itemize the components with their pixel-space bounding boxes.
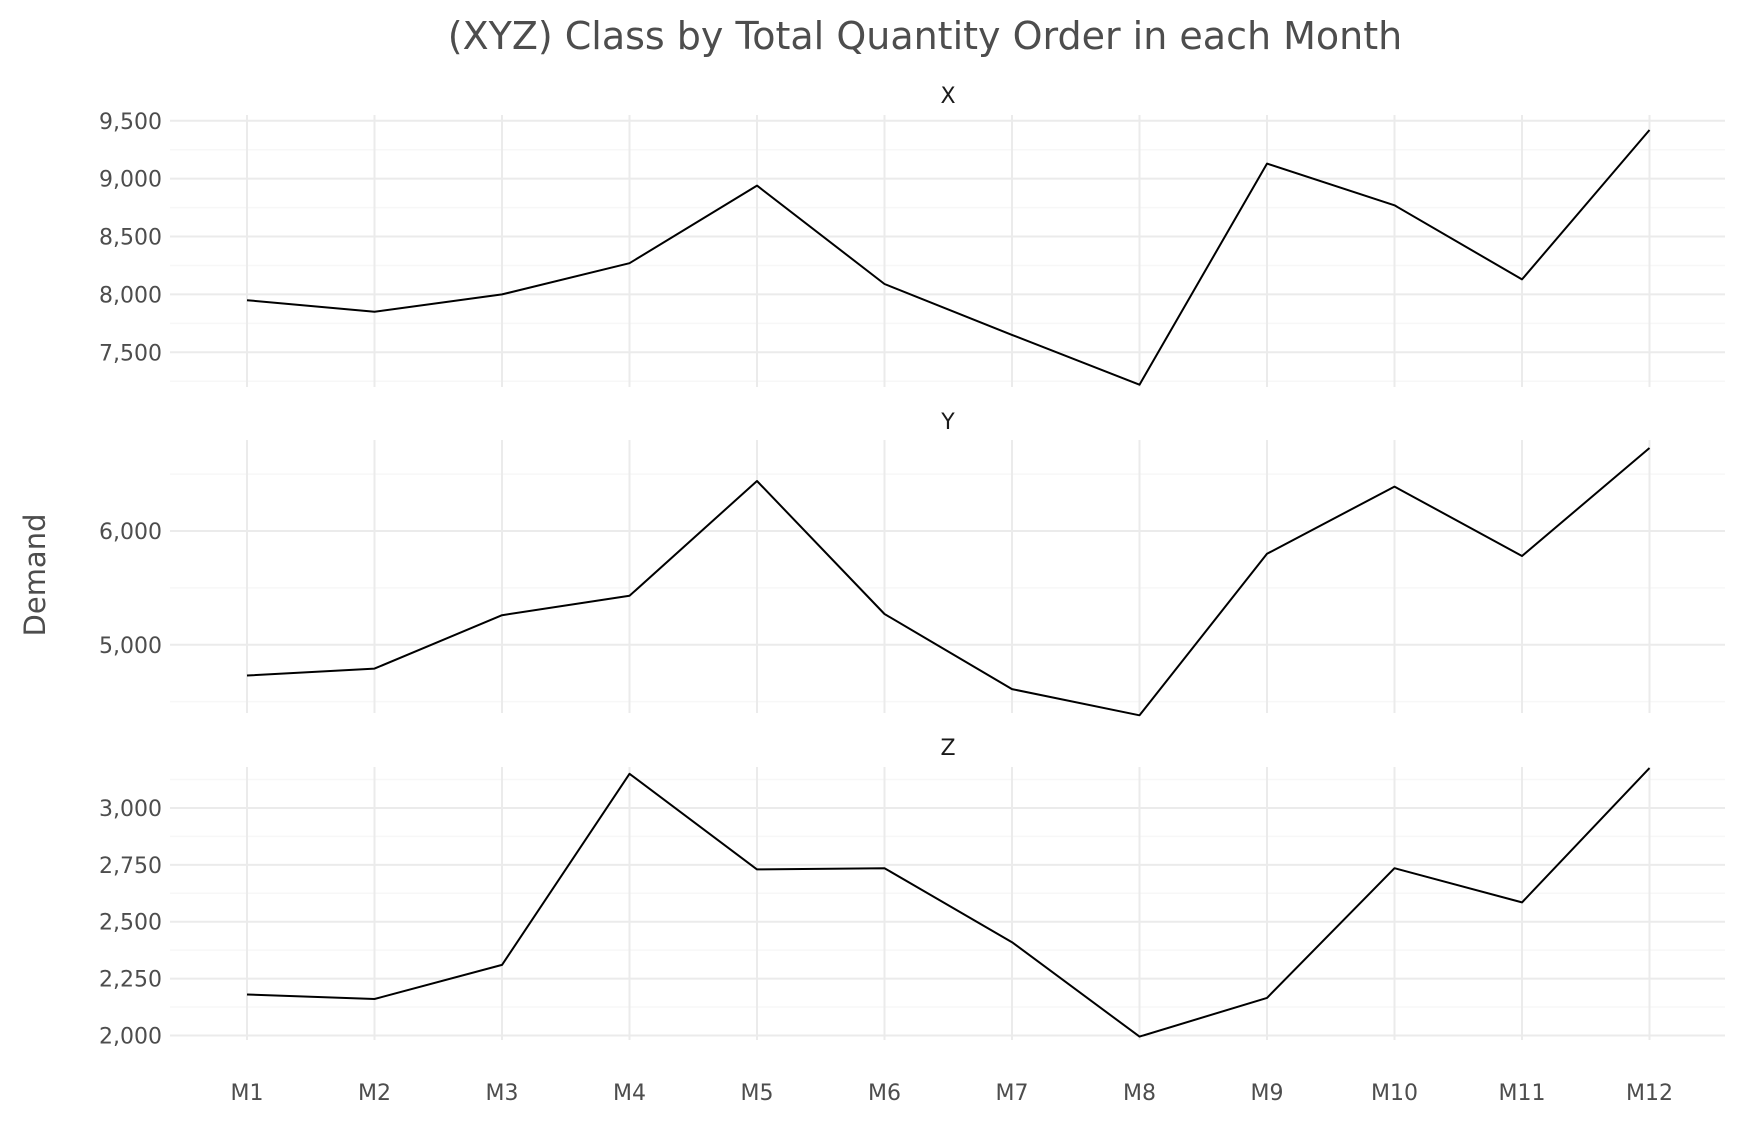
data-point	[1393, 203, 1397, 207]
x-axis: M1 M2 M3 M4 M5 M6 M7 M8 M9 M10 M11 M12	[231, 1081, 1673, 1106]
data-point	[373, 310, 377, 314]
y-axis-label: Demand	[18, 514, 52, 637]
y-tick-label: 2,750	[99, 854, 162, 879]
x-tick-label: M6	[868, 1081, 901, 1106]
x-tick-label: M1	[231, 1081, 264, 1106]
x-tick-label: M11	[1499, 1081, 1546, 1106]
y-tick-label: 9,500	[99, 110, 162, 135]
y-tick-label: 8,000	[99, 283, 162, 308]
data-point	[1393, 866, 1397, 870]
y-tick-label: 2,500	[99, 911, 162, 936]
facet-label: Y	[940, 410, 955, 435]
x-tick-label: M9	[1251, 1081, 1284, 1106]
x-tick-label: M12	[1626, 1081, 1673, 1106]
data-point	[500, 963, 504, 967]
data-point	[1010, 333, 1014, 337]
data-point	[1648, 128, 1652, 132]
data-point	[1138, 383, 1142, 387]
chart-title: (XYZ) Class by Total Quantity Order in e…	[448, 14, 1402, 58]
panel-x: X 7,500 8,000 8,500 9,000 9,500	[99, 84, 1725, 387]
data-point	[755, 867, 759, 871]
y-tick-label: 5,000	[99, 634, 162, 659]
data-point	[628, 594, 632, 598]
data-point	[1265, 552, 1269, 556]
facet-label: X	[940, 84, 955, 109]
data-point	[755, 479, 759, 483]
x-tick-label: M3	[486, 1081, 519, 1106]
data-point	[1520, 277, 1524, 281]
facet-label: Z	[940, 736, 955, 761]
data-point	[1138, 1035, 1142, 1039]
data-point	[1648, 446, 1652, 450]
y-tick-label: 3,000	[99, 797, 162, 822]
data-point	[883, 282, 887, 286]
x-tick-label: M8	[1123, 1081, 1156, 1106]
data-point	[1010, 940, 1014, 944]
y-tick-label: 2,250	[99, 968, 162, 993]
data-point	[1265, 996, 1269, 1000]
series-line-z	[246, 767, 1651, 1038]
data-point	[245, 993, 249, 997]
y-tick-label: 7,500	[99, 341, 162, 366]
data-point	[1265, 162, 1269, 166]
data-point	[1138, 713, 1142, 717]
data-point	[245, 298, 249, 302]
data-point	[1648, 766, 1652, 770]
x-tick-label: M7	[996, 1081, 1029, 1106]
data-point	[500, 613, 504, 617]
panel-z: Z 2,000 2,250 2,500 2,750 3,000	[99, 736, 1725, 1049]
x-tick-label: M5	[741, 1081, 774, 1106]
x-tick-label: M10	[1371, 1081, 1418, 1106]
data-point	[1393, 485, 1397, 489]
data-point	[1520, 554, 1524, 558]
data-point	[755, 184, 759, 188]
y-tick-label: 8,500	[99, 226, 162, 251]
data-point	[1520, 900, 1524, 904]
x-tick-label: M2	[358, 1081, 391, 1106]
series-line-x	[246, 129, 1651, 386]
y-tick-label: 9,000	[99, 168, 162, 193]
data-point	[373, 667, 377, 671]
y-tick-label: 6,000	[99, 520, 162, 545]
data-point	[628, 261, 632, 265]
data-point	[1010, 687, 1014, 691]
data-point	[500, 292, 504, 296]
panel-y: Y 5,000 6,000	[99, 410, 1725, 717]
data-point	[373, 997, 377, 1001]
series-line-y	[246, 447, 1651, 717]
y-tick-label: 2,000	[99, 1024, 162, 1049]
data-point	[628, 772, 632, 776]
data-point	[883, 612, 887, 616]
x-tick-label: M4	[613, 1081, 646, 1106]
data-point	[883, 866, 887, 870]
data-point	[245, 673, 249, 677]
facet-panels: X 7,500 8,000 8,500 9,000 9,500 Y 5,000 6,000 Z 2,…	[99, 84, 1725, 1049]
